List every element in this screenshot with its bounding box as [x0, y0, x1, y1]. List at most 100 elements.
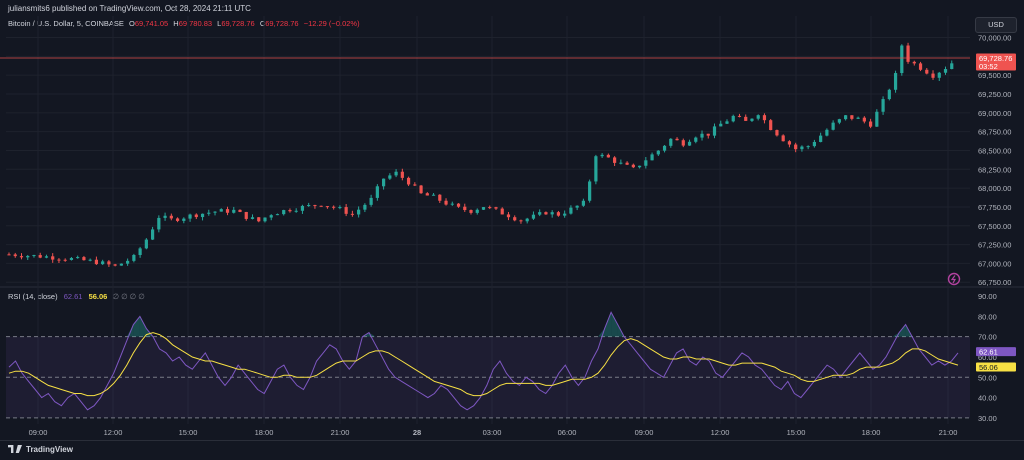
time-tick-label: 28: [413, 428, 421, 437]
candle-body: [357, 209, 361, 215]
candle-body: [150, 229, 155, 240]
candle-body: [750, 118, 754, 121]
candle-body: [238, 209, 242, 212]
publish-bar: [0, 0, 1024, 16]
candle-body: [382, 178, 386, 187]
rsi-axis: 90.00 80.00 70.00 60.00 50.00 40.00 30.00: [978, 292, 997, 423]
candle-body: [900, 45, 904, 74]
candle-body: [413, 184, 417, 186]
price-tag-bg: [976, 53, 1016, 71]
rsi-tick-label: 90.00: [978, 292, 997, 301]
candle-body: [438, 194, 442, 201]
candle-body: [600, 154, 604, 157]
candle-body: [800, 146, 804, 150]
candle-body: [313, 205, 317, 207]
overbought-fill: [133, 316, 140, 337]
rsi-tag-bg: [976, 347, 1016, 357]
candle-body: [400, 171, 404, 178]
candle-body: [912, 61, 916, 64]
candle-body: [175, 218, 180, 221]
candle-body: [613, 157, 617, 163]
candle-body: [881, 99, 885, 112]
candle-body: [650, 154, 654, 161]
candle-body: [769, 120, 773, 131]
candle-body: [44, 256, 49, 258]
rsi-ma-tag-bg: [976, 362, 1016, 372]
candle-body: [182, 218, 186, 221]
overbought-fill: [139, 316, 147, 337]
price-tick-label: 67,750.00: [978, 203, 1011, 212]
candle-body: [288, 210, 292, 212]
candle-body: [244, 211, 248, 219]
rsi-tag: 62.61: [976, 347, 1016, 357]
time-tick-label: 21:00: [939, 428, 958, 437]
candle-body: [94, 259, 99, 265]
high-label: H: [173, 19, 179, 28]
candle-body: [781, 135, 785, 142]
candle-body: [825, 129, 829, 136]
candle-body: [394, 171, 398, 176]
candle-body: [856, 117, 860, 119]
flash-icon[interactable]: [947, 272, 961, 286]
candle-body: [513, 217, 517, 221]
symbol-legend: Bitcoin / U.S. Dollar, 5, COINBASE O69,7…: [8, 19, 360, 28]
close-value: 69,728.76: [265, 19, 299, 28]
candle-body: [819, 135, 823, 142]
candle-body: [294, 210, 298, 212]
candle-body: [594, 156, 598, 182]
chart-canvas[interactable]: 70,000.0069,750.0069,500.0069,250.0069,0…: [0, 0, 1024, 440]
candle-body: [481, 207, 486, 210]
candle-body: [681, 140, 685, 146]
rsi-line: [8, 311, 959, 411]
time-tick-label: 09:00: [635, 428, 654, 437]
candle-body: [700, 133, 704, 138]
candle-body: [63, 259, 67, 261]
candle-body: [744, 116, 748, 121]
candle-body: [887, 89, 891, 100]
candle-body: [200, 213, 205, 218]
candle-body: [731, 115, 735, 122]
candle-body: [363, 204, 367, 210]
candle-body: [69, 257, 74, 260]
price-tick-label: 69,500.00: [978, 71, 1011, 80]
candle-body: [232, 209, 236, 213]
rsi-tick-label: 50.00: [978, 373, 997, 382]
tradingview-logo[interactable]: TradingView: [8, 445, 73, 454]
low-label: L: [217, 19, 222, 28]
candle-body: [575, 205, 579, 208]
candle-body: [38, 255, 42, 258]
candle-body: [812, 141, 817, 147]
time-tick-label: 09:00: [29, 428, 48, 437]
symbol-title[interactable]: Bitcoin / U.S. Dollar, 5, COINBASE: [8, 19, 124, 28]
time-tick-label: 06:00: [558, 428, 577, 437]
candle-body: [500, 208, 504, 215]
rsi-tick-label: 30.00: [978, 414, 997, 423]
rsi-title[interactable]: RSI (14, close): [8, 292, 58, 301]
price-tag-text: 69,728.76: [979, 54, 1012, 63]
low-value: 69,728.76: [221, 19, 255, 28]
time-tick-label: 21:00: [331, 428, 350, 437]
candle-body: [719, 123, 723, 127]
candle-body: [144, 239, 148, 249]
open-value: 69,741.05: [134, 19, 169, 28]
rsi-tick-label: 70.00: [978, 333, 997, 342]
candle-body: [494, 207, 498, 209]
currency-button[interactable]: USD: [975, 17, 1017, 33]
candle-body: [831, 122, 835, 130]
candle-body: [737, 115, 742, 117]
rsi-tick-label: 80.00: [978, 312, 997, 321]
candle-body: [101, 261, 105, 265]
candle-body: [519, 220, 523, 222]
candle-body: [82, 257, 86, 261]
candle-body: [338, 207, 342, 209]
candle-body: [350, 213, 354, 215]
price-axis: 70,000.0069,750.0069,500.0069,250.0069,0…: [978, 34, 1011, 288]
candle-body: [850, 115, 854, 119]
candle-body: [332, 206, 336, 208]
candle-body: [250, 217, 255, 219]
candle-body: [588, 181, 592, 201]
candle-body: [556, 212, 561, 216]
rsi-value: 62.61: [63, 292, 83, 301]
rsi-extra-values: ∅ ∅ ∅ ∅: [112, 292, 145, 301]
